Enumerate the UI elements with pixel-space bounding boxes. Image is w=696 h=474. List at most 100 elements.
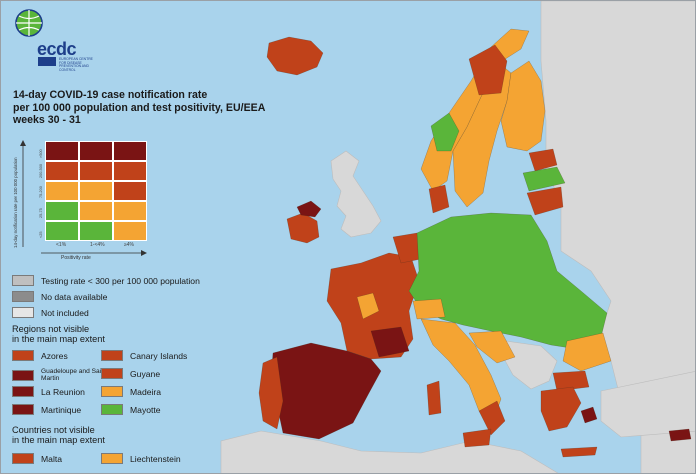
matrix-cell: [45, 141, 79, 161]
matrix-x-axis-title: Positivity rate: [61, 255, 91, 261]
sweden-north-region: [468, 44, 508, 96]
legend-label: Liechtenstein: [130, 453, 181, 464]
logo-subtitle: EUROPEAN CENTRE FOR DISEASE PREVENTION A…: [59, 57, 93, 72]
sicily: [462, 428, 492, 448]
legend-label: Madeira: [130, 386, 162, 397]
greece: [540, 386, 582, 432]
legend-label: Canary Islands: [130, 350, 188, 361]
legend-label: Malta: [41, 453, 63, 464]
legend-item: Guyane: [101, 368, 160, 379]
eu-flag-icon: [38, 57, 56, 66]
matrix-cell: [45, 221, 79, 241]
legend-label: Martinique: [41, 404, 82, 415]
matrix-cell: [113, 201, 147, 221]
matrix-y-axis-title: 14-day notification rate per 100 000 pop…: [13, 157, 18, 248]
northern-ireland-region: [296, 200, 322, 218]
legend-item: Canary Islands: [101, 350, 187, 361]
bulgaria: [552, 370, 590, 392]
portugal: [258, 356, 284, 430]
legend-swatch: [101, 453, 123, 464]
denmark: [428, 184, 450, 214]
cyprus: [668, 428, 692, 442]
france-orange-region: [356, 292, 380, 320]
legend-swatch: [101, 350, 123, 361]
legend-swatch: [12, 404, 34, 415]
matrix-col-label: ≥4%: [124, 242, 134, 248]
estonia: [528, 148, 558, 172]
matrix-row-label: <25: [39, 231, 43, 238]
legend-swatch: [12, 350, 34, 361]
matrix-cell: [79, 181, 113, 201]
latvia: [522, 166, 566, 192]
legend-swatch: [101, 386, 123, 397]
iceland: [266, 36, 324, 76]
matrix-row-label: 25-75: [39, 208, 43, 218]
legend-swatch: [101, 404, 123, 415]
title-line-3: weeks 30 - 31: [13, 114, 81, 127]
matrix-cell: [113, 181, 147, 201]
legend-item: Madeira: [101, 386, 161, 397]
matrix-x-arrow-icon: [41, 250, 147, 256]
turkey: [600, 371, 695, 438]
sweden: [452, 62, 512, 208]
matrix-cell: [79, 201, 113, 221]
switzerland: [412, 298, 446, 320]
matrix-cell: [45, 181, 79, 201]
legend-swatch: [101, 368, 123, 379]
matrix-y-arrow-icon: [20, 140, 26, 247]
legend-swatch: [12, 386, 34, 397]
legend-label: No data available: [41, 291, 108, 302]
matrix-row-label: 200-500: [39, 164, 43, 178]
legend-swatch: [12, 453, 34, 464]
logo-wordmark: ecdc: [37, 39, 77, 59]
title-line-1: 14-day COVID-19 case notification rate: [13, 89, 208, 101]
countries-title-line-1: Countries not visible: [12, 425, 95, 435]
legend-item: Martinique: [12, 404, 81, 415]
legend-item: Mayotte: [101, 404, 161, 415]
romania: [562, 332, 612, 372]
legend-swatch: [12, 275, 34, 286]
globe-icon: [15, 9, 43, 37]
sweden-green-region: [430, 112, 460, 152]
croatia: [468, 330, 516, 364]
legend-swatch: [12, 307, 34, 318]
legend-label: Testing rate < 300 per 100 000 populatio…: [41, 275, 200, 286]
matrix-cell: [113, 141, 147, 161]
legend-item: La Reunion: [12, 386, 85, 397]
legend-not-included: Not included: [12, 307, 89, 318]
matrix-row-label: 75-200: [39, 186, 43, 198]
legend-item: Malta: [12, 453, 62, 464]
regions-section-title: Regions not visible in the main map exte…: [12, 324, 105, 345]
legend-item: Azores: [12, 350, 68, 361]
legend-label: Mayotte: [130, 404, 161, 415]
legend-label: La Reunion: [41, 386, 85, 397]
legend-label: Azores: [41, 350, 68, 361]
legend-item: Guadeloupe and Saint Martin: [12, 368, 111, 383]
ecdc-logo: ecdc EUROPEAN CENTRE FOR DISEASE PREVENT…: [11, 7, 93, 72]
matrix-row-label: >500: [39, 149, 43, 158]
united-kingdom: [330, 150, 382, 238]
greece-islands: [580, 406, 598, 424]
legend-item: Liechtenstein: [101, 453, 181, 464]
legend-testing-rate: Testing rate < 300 per 100 000 populatio…: [12, 275, 200, 286]
countries-title-line-2: in the main map extent: [12, 435, 105, 446]
risk-matrix: >500 200-500 75-200 25-75 <25 <1% 1-<4% ≥4%: [39, 141, 149, 248]
france-south-region: [370, 326, 410, 358]
matrix-cell: [113, 221, 147, 241]
matrix-cell: [45, 161, 79, 181]
matrix-col-label: <1%: [56, 242, 67, 248]
sardinia: [426, 380, 442, 416]
matrix-cell: [113, 161, 147, 181]
legend-label: Guyane: [130, 368, 161, 379]
crete: [560, 446, 598, 458]
italy-south-region: [478, 400, 506, 436]
legend-swatch: [12, 291, 34, 302]
legend-label: Not included: [41, 307, 89, 318]
legend-swatch: [12, 369, 34, 381]
matrix-cell: [79, 221, 113, 241]
finland: [500, 60, 546, 152]
regions-title-line-1: Regions not visible: [12, 324, 90, 334]
countries-section-title: Countries not visible in the main map ex…: [12, 425, 105, 446]
map-title: 14-day COVID-19 case notification rate p…: [13, 89, 283, 127]
